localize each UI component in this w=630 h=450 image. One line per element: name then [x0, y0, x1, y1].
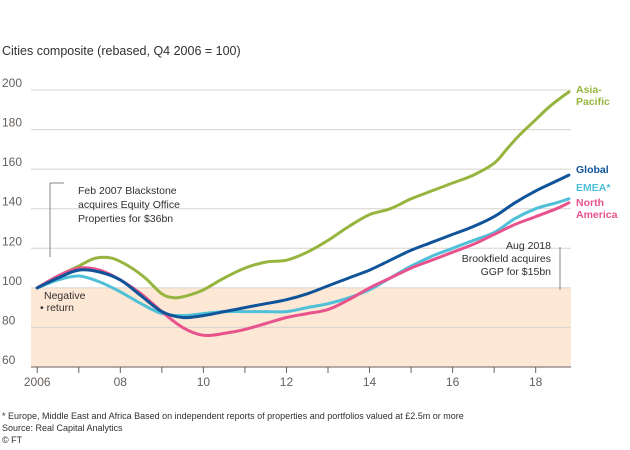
y-tick-label: 200: [2, 76, 22, 90]
x-tick-label: 18: [529, 375, 543, 389]
x-axis: 2006 08 10 12 14 16 18: [24, 367, 543, 389]
series-label-asia-pacific: Asia-: [576, 84, 602, 96]
y-tick-label: 80: [2, 313, 16, 327]
blackstone-annotation-text: acquires Equity Office: [78, 199, 180, 211]
series-label-asia-pacific: Pacific: [576, 96, 610, 108]
brookfield-annotation-text: Brookfield acquires: [462, 253, 551, 265]
y-tick-label: 120: [2, 234, 22, 248]
series-label-emea: EMEA*: [576, 182, 611, 194]
x-tick-label: 14: [363, 375, 377, 389]
y-tick-label: 160: [2, 155, 22, 169]
negative-return-label: Negative: [44, 290, 86, 302]
series-line-emea: [35, 197, 571, 318]
annotations: Feb 2007 Blackstone acquires Equity Offic…: [49, 182, 561, 290]
x-tick-label: 10: [197, 375, 211, 389]
x-tick-label: 16: [446, 375, 460, 389]
x-tick-label: 12: [280, 375, 294, 389]
source-note: Source: Real Capital Analytics: [2, 423, 123, 433]
y-tick-label: 180: [2, 116, 22, 130]
series-lines: [35, 90, 571, 338]
footnote: * Europe, Middle East and Africa Based o…: [2, 411, 464, 421]
series-line-asia-pacific: [35, 90, 571, 300]
negative-return-label: • return: [40, 302, 74, 314]
series-line-global: [35, 173, 571, 320]
x-tick-label: 2006: [24, 375, 51, 389]
series-label-global: Global: [576, 164, 609, 176]
y-tick-label: 140: [2, 195, 22, 209]
ft-credit: © FT: [2, 435, 23, 445]
brookfield-annotation-text: GGP for $15bn: [481, 266, 552, 278]
brookfield-annotation-text: Aug 2018: [506, 240, 551, 252]
y-tick-label: 100: [2, 274, 22, 288]
blackstone-annotation-text: Properties for $36bn: [78, 213, 173, 225]
series-label-north-america: North: [576, 197, 604, 209]
gridlines: [31, 89, 571, 368]
y-tick-label: 60: [2, 353, 16, 367]
x-tick-label: 08: [114, 375, 128, 389]
chart-title: Cities composite (rebased, Q4 2006 = 100…: [2, 44, 241, 58]
y-axis: 60 80 100 120 140 160 180 200: [2, 76, 22, 367]
series-label-north-america: America: [576, 209, 618, 221]
blackstone-annotation-text: Feb 2007 Blackstone: [78, 185, 177, 197]
